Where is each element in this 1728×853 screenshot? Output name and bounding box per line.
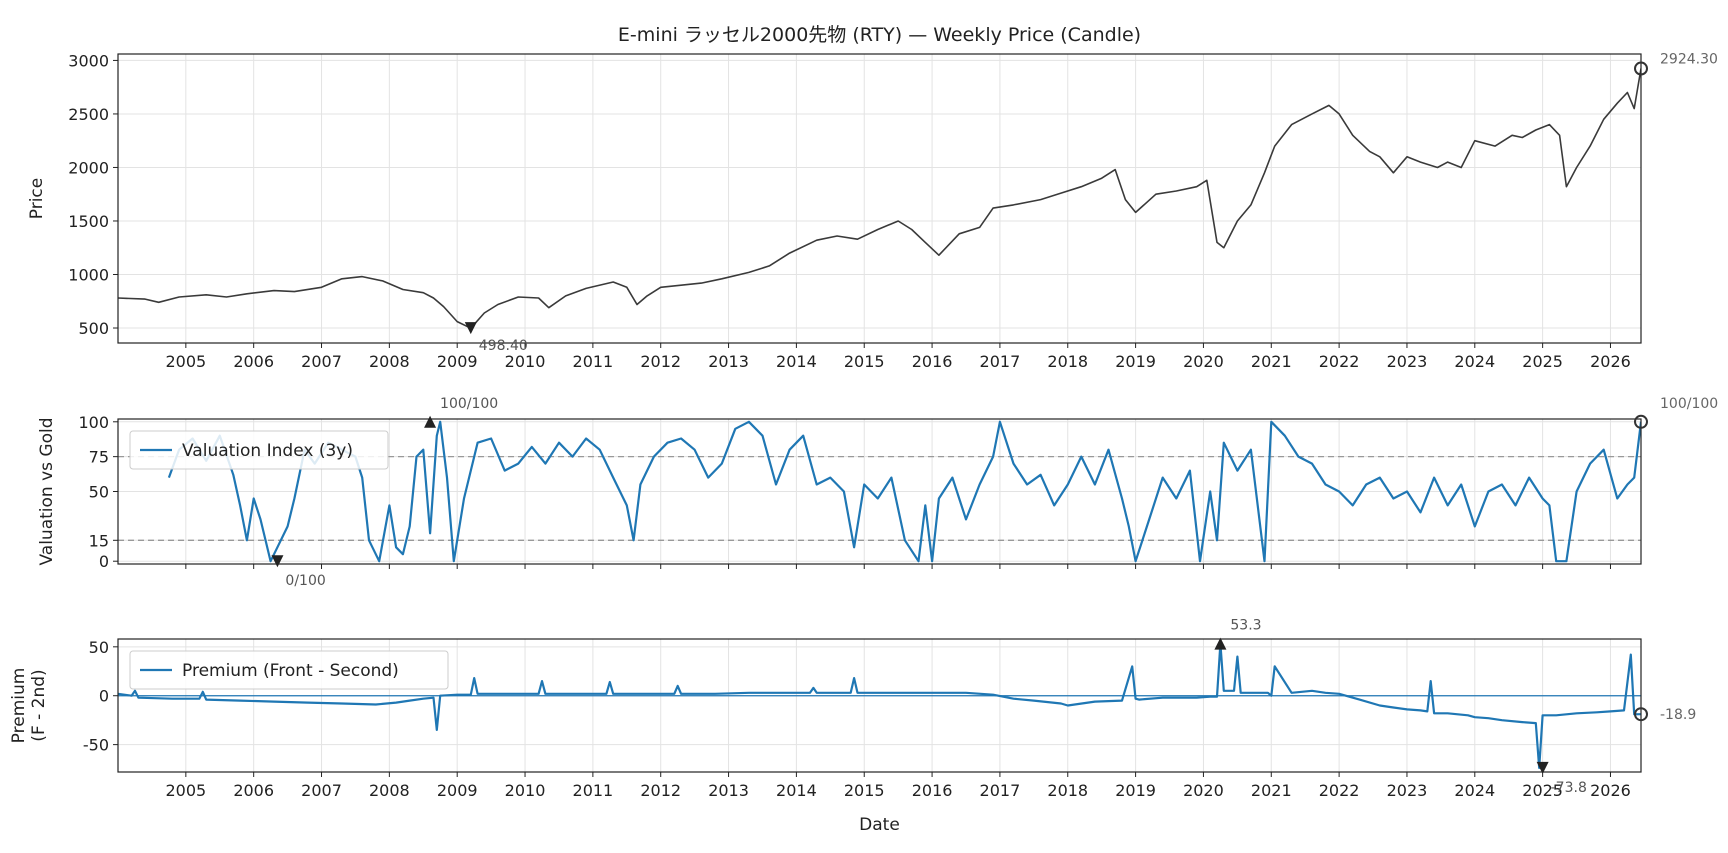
plot-frame [117, 638, 1642, 773]
panel-3: 2005 2006 2007 2008 2009 2010 2011 2012 2013 2014… [9, 618, 1696, 835]
y-axis-label: Premium [9, 668, 29, 744]
x-tick-label: 2021 [1251, 781, 1292, 800]
y-tick-label: 1000 [68, 265, 109, 284]
x-tick-label: 2009 [437, 781, 478, 800]
x-tick-label: 2025 [1522, 352, 1563, 371]
x-axis-label: Date [859, 815, 900, 835]
max-label: 53.3 [1230, 618, 1261, 634]
series-line [118, 642, 1641, 770]
x-tick-label: 2012 [640, 781, 681, 800]
x-tick-label: 2011 [573, 352, 614, 371]
y-tick-label: 100 [78, 413, 109, 432]
x-tick-label: 2019 [1115, 352, 1156, 371]
x-tick-label: 2022 [1319, 781, 1360, 800]
chart-title: E-mini ラッセル2000先物 (RTY) — Weekly Price (… [618, 24, 1141, 46]
x-tick-label: 2011 [573, 781, 614, 800]
x-tick-label: 2014 [776, 781, 817, 800]
x-tick-label: 2005 [165, 781, 206, 800]
x-tick-label: 2012 [640, 352, 681, 371]
x-tick-label: 2017 [980, 352, 1021, 371]
panel-2: 0 15 50 75 100 100/100 0/100 100/100 Valuation v… [37, 396, 1718, 589]
x-tick-label: 2015 [844, 352, 885, 371]
legend-box [129, 650, 449, 690]
min-label: 0/100 [285, 573, 325, 589]
x-tick-label: 2013 [708, 781, 749, 800]
x-tick-label: 2024 [1454, 352, 1495, 371]
x-tick-label: 2007 [301, 352, 342, 371]
x-tick-label: 2017 [980, 781, 1021, 800]
min-label: -73.8 [1551, 780, 1587, 796]
x-tick-label: 2020 [1183, 781, 1224, 800]
y-tick-label: 15 [89, 531, 109, 550]
series-line [118, 68, 1641, 330]
x-tick-label: 2009 [437, 352, 478, 371]
y-tick-label: -50 [83, 736, 109, 755]
y-tick-label: 0 [99, 687, 109, 706]
y-tick-label: 500 [78, 319, 109, 338]
y-axis-label: Price [27, 178, 47, 219]
x-tick-label: 2016 [912, 352, 953, 371]
legend-entry: Valuation Index (3y) [182, 441, 353, 461]
max-label: 100/100 [440, 396, 498, 412]
x-tick-label: 2020 [1183, 352, 1224, 371]
panel-1: 2005 2006 2007 2008 2009 2010 2011 2012 2013 2014… [27, 24, 1718, 371]
max-marker [1214, 637, 1227, 650]
x-tick-label: 2021 [1251, 352, 1292, 371]
y-tick-label: 0 [99, 552, 109, 571]
x-tick-label: 2024 [1454, 781, 1495, 800]
min-marker [464, 322, 477, 335]
x-tick-label: 2008 [369, 781, 410, 800]
x-tick-label: 2010 [505, 352, 546, 371]
x-tick-label: 2025 [1522, 781, 1563, 800]
x-tick-label: 2023 [1387, 352, 1428, 371]
last-value-marker [1634, 707, 1648, 722]
x-tick-label: 2006 [233, 781, 274, 800]
x-tick-label: 2026 [1590, 781, 1631, 800]
y-axis-label: Valuation vs Gold [37, 417, 57, 565]
x-tick-label: 2010 [505, 781, 546, 800]
min-marker [271, 555, 284, 568]
last-value-label: 2924.30 [1660, 52, 1718, 68]
last-value-label: -18.9 [1660, 707, 1696, 723]
last-value-marker [1634, 414, 1648, 429]
y-tick-label: 75 [89, 448, 109, 467]
x-tick-label: 2006 [233, 352, 274, 371]
last-value-label: 100/100 [1660, 396, 1718, 412]
y-tick-label: 2500 [68, 105, 109, 124]
x-tick-label: 2019 [1115, 781, 1156, 800]
x-tick-label: 2026 [1590, 352, 1631, 371]
max-marker [424, 415, 437, 428]
y-tick-label: 2000 [68, 158, 109, 177]
x-tick-label: 2005 [165, 352, 206, 371]
x-tick-label: 2008 [369, 352, 410, 371]
plot-frame [117, 53, 1642, 344]
legend-entry: Premium (Front - Second) [182, 661, 399, 681]
x-tick-label: 2014 [776, 352, 817, 371]
y-axis-label: (F - 2nd) [29, 669, 49, 741]
x-tick-label: 2018 [1047, 352, 1088, 371]
y-tick-label: 50 [89, 483, 109, 502]
x-tick-label: 2018 [1047, 781, 1088, 800]
min-marker [1536, 761, 1549, 774]
series-line [167, 420, 1641, 563]
plot-frame [117, 418, 1642, 565]
y-tick-label: 1500 [68, 212, 109, 231]
x-tick-label: 2013 [708, 352, 749, 371]
x-tick-label: 2015 [844, 781, 885, 800]
min-label: 498.40 [479, 338, 528, 354]
x-tick-label: 2007 [301, 781, 342, 800]
x-tick-label: 2022 [1319, 352, 1360, 371]
x-tick-label: 2023 [1387, 781, 1428, 800]
y-tick-label: 50 [89, 638, 109, 657]
y-tick-label: 3000 [68, 51, 109, 70]
x-tick-label: 2016 [912, 781, 953, 800]
legend-box [129, 430, 389, 470]
last-value-marker [1634, 61, 1648, 76]
